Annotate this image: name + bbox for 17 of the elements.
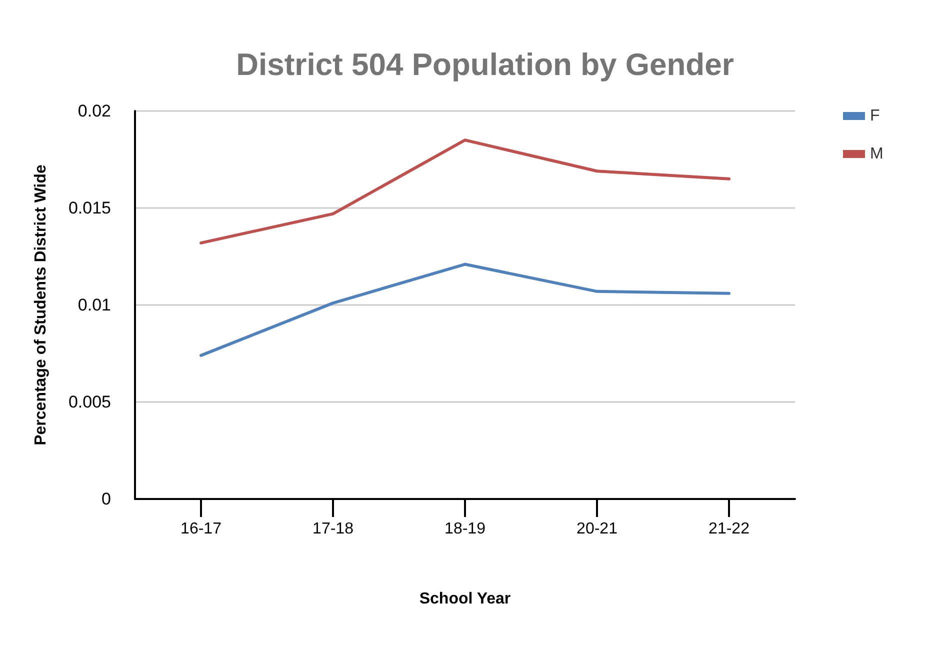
chart-title: District 504 Population by Gender	[236, 47, 734, 82]
x-tick-label: 20-21	[576, 520, 618, 538]
y-tick-label: 0	[102, 490, 111, 508]
y-tick-label: 0.005	[68, 392, 111, 412]
y-tick-label: 0.01	[78, 296, 111, 314]
x-tick-label: 21-22	[708, 520, 750, 538]
line-series	[200, 138, 730, 244]
x-tick-label: 16-17	[180, 520, 222, 538]
legend-label: F	[870, 108, 880, 124]
y-axis-title: Percentage of Students District Wide	[32, 164, 50, 446]
x-tick-label: 17-18	[312, 520, 354, 538]
y-tick-label: 0.02	[78, 102, 111, 120]
y-tick-label: 0.015	[68, 198, 111, 218]
line-series	[200, 262, 730, 357]
x-axis-title: School Year	[419, 590, 511, 608]
legend-label: M	[870, 146, 884, 162]
x-tick-label: 18-19	[444, 520, 486, 538]
